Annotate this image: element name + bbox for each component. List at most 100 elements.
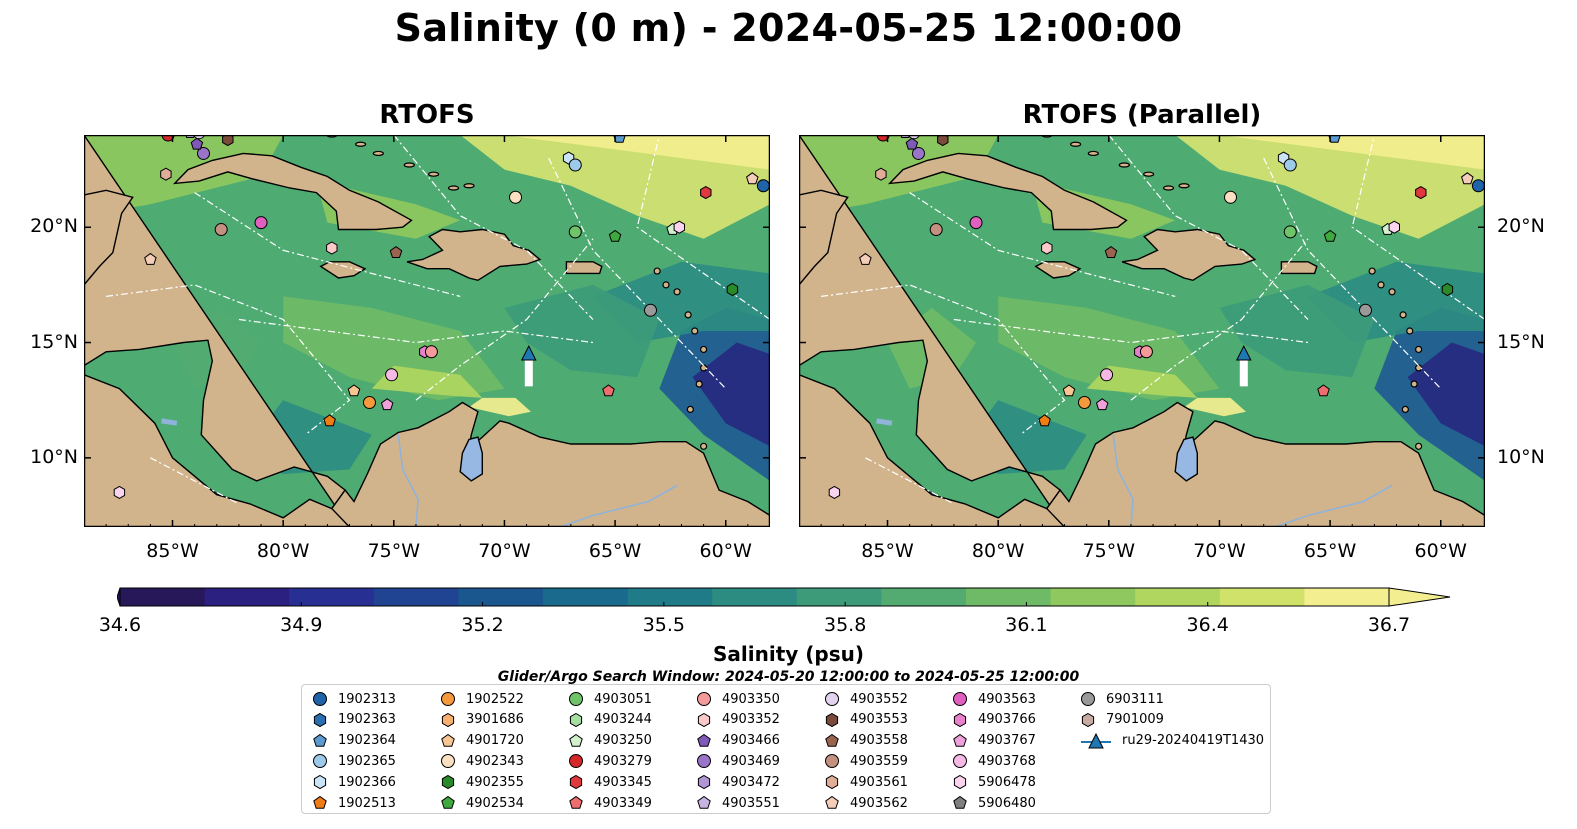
x-tick-label: 65°W [588, 540, 642, 562]
float-marker-4903350 [424, 345, 438, 359]
colorbar-segment [458, 588, 544, 606]
legend-label: 4903466 [722, 733, 780, 749]
legend-label: 4902343 [466, 753, 524, 769]
island [1162, 185, 1175, 191]
salinity-patch [504, 284, 660, 378]
y-tick-label-right: 10°N [1497, 445, 1545, 468]
legend-label: 4902355 [466, 774, 524, 790]
x-tick-label: 85°W [146, 540, 199, 562]
x-tick-label: 80°W [256, 540, 310, 562]
float-marker-4903051 [568, 225, 582, 239]
glider-marker [520, 344, 537, 361]
float-marker-4903469 [911, 146, 925, 160]
legend-marker-icon [313, 733, 327, 747]
legend-label: 4903767 [978, 733, 1036, 749]
float-marker-4903563 [969, 216, 983, 230]
colorbar-label: Salinity (psu) [712, 642, 864, 666]
legend-marker-icon [313, 795, 327, 809]
legend-marker-icon [953, 692, 967, 706]
island [1368, 267, 1376, 275]
legend-label: 4903559 [850, 753, 908, 769]
legend-entry: 1902513 [312, 793, 396, 813]
legend-entry: 4903553 [824, 710, 908, 730]
land-cuba [887, 152, 1128, 231]
legend-entry: 1902363 [312, 710, 396, 730]
legend-entry: 1902313 [312, 689, 396, 709]
legend-entry: 4903766 [952, 710, 1036, 730]
eez-boundary [1108, 135, 1309, 320]
salinity-patch [1184, 397, 1246, 417]
island [403, 162, 415, 168]
legend-label: ru29-20240419T1430 [1122, 733, 1265, 749]
land-southAmerica [330, 401, 770, 527]
legend-label: 4903561 [850, 774, 908, 790]
legend-label: 4903051 [594, 691, 652, 707]
legend-entry: 4903466 [696, 731, 780, 751]
colorbar-tick-label: 35.8 [823, 614, 867, 636]
float-marker-1902364 [613, 135, 626, 143]
colorbar-segment [712, 588, 798, 606]
legend-marker-icon [697, 775, 711, 790]
island [691, 327, 699, 335]
float-marker-1902513 [323, 414, 336, 427]
legend-entry: 4903350 [696, 689, 780, 709]
float-marker-4903349 [1317, 384, 1330, 397]
float-marker-1902522 [1077, 395, 1091, 409]
legend-entry: 4903352 [696, 710, 780, 730]
colorbar-segment [1304, 588, 1390, 606]
float-marker-4903562 [1461, 172, 1474, 185]
legend-entry: 4903551 [696, 793, 780, 813]
float-marker-4903561 [875, 167, 887, 181]
legend-label: 3901686 [466, 712, 524, 728]
eez-boundary [548, 157, 727, 390]
legend-entry: 7901009 [1080, 710, 1164, 730]
glider-track [1239, 354, 1248, 387]
legend-label: 5906478 [978, 774, 1036, 790]
float-marker-5906478 [673, 220, 685, 234]
float-marker-4903466 [190, 137, 204, 150]
float-marker-4903767 [380, 398, 394, 411]
legend-marker-icon [569, 692, 583, 706]
legend-marker-icon [953, 775, 967, 790]
legend-marker-icon [697, 754, 711, 769]
float-marker-4903558 [1104, 245, 1118, 258]
legend-entry: 3901686 [440, 710, 524, 730]
float-marker-1902365 [1283, 158, 1297, 172]
legend-label: 4903552 [850, 691, 908, 707]
float-marker-4903563 [254, 216, 268, 230]
float-marker-4903279 [161, 135, 175, 142]
legend-label: 4903563 [978, 691, 1036, 707]
legend-label: 4903551 [722, 795, 780, 811]
river [397, 434, 419, 527]
colorbar-extend-max [1388, 587, 1451, 607]
legend-label: 4903558 [850, 733, 908, 749]
legend-entry: 4903559 [824, 751, 908, 771]
legend-entry: 4903767 [952, 731, 1036, 751]
island [1070, 141, 1082, 147]
legend-label: 4903250 [594, 733, 652, 749]
legend-marker-icon [825, 712, 839, 727]
colorbar-segment [1050, 588, 1136, 606]
island [1178, 183, 1190, 189]
legend-label: 1902513 [338, 795, 396, 811]
legend-marker-icon [569, 712, 583, 727]
float-marker-4902343 [1224, 190, 1238, 204]
float-marker-4903559 [929, 223, 943, 237]
legend-entry: 4903279 [568, 751, 652, 771]
salinity-patch [460, 135, 770, 239]
colorbar-segment [289, 588, 375, 606]
legend-marker-icon [1081, 692, 1095, 706]
colorbar-tick-label: 36.1 [1005, 614, 1048, 636]
float-marker-5906478b [113, 485, 126, 499]
colorbar-segment [204, 588, 290, 606]
float-marker-4903562b [859, 252, 872, 265]
legend-entry: 4903051 [568, 689, 652, 709]
x-tick-label: 60°W [699, 540, 752, 562]
legend-marker-icon [697, 733, 711, 747]
island [695, 380, 703, 388]
colorbar-segment [120, 588, 206, 606]
land-maracaibo [1174, 436, 1198, 482]
legend-entry: 4902355 [440, 772, 524, 792]
legend-marker-icon [825, 775, 839, 790]
colorbar [117, 587, 1451, 607]
